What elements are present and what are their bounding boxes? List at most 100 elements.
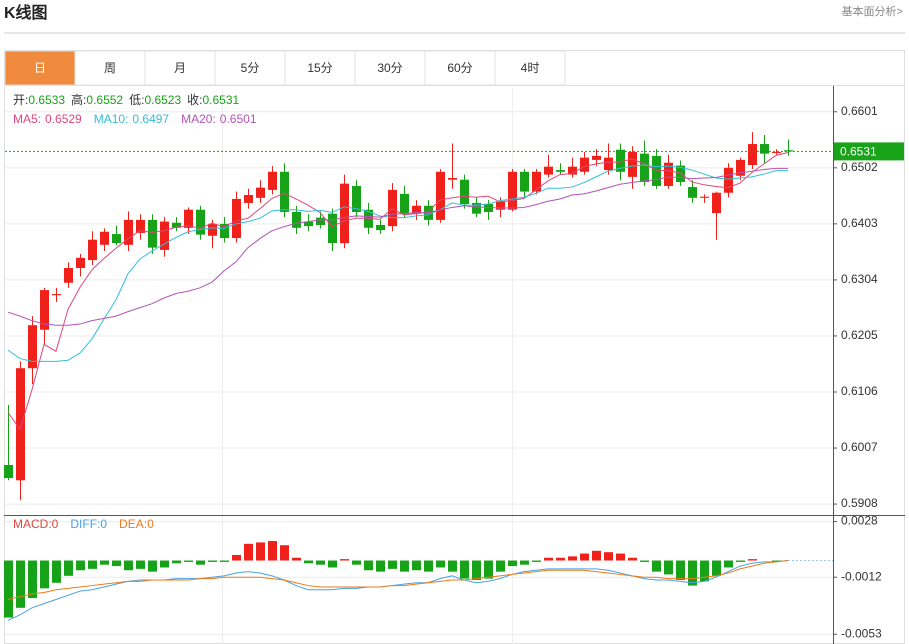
legend-value: 0.6497 (132, 112, 169, 126)
macd-bar (724, 560, 733, 568)
macd-bar (652, 560, 661, 572)
candle-body (484, 204, 493, 212)
tab[interactable] (284, 50, 356, 86)
candle-body (88, 239, 97, 261)
candle-body (328, 213, 337, 244)
candle-body (700, 196, 709, 198)
macd-bar (556, 557, 565, 561)
series-line (7, 560, 789, 621)
macd-bar (208, 560, 217, 562)
macd-bar (4, 560, 13, 618)
candle-body (448, 178, 457, 180)
candle-body (112, 234, 121, 244)
tab[interactable] (4, 50, 76, 86)
candle-body (568, 166, 577, 175)
macd-bar (124, 560, 133, 571)
candle-body (376, 224, 385, 231)
tab[interactable] (354, 50, 426, 86)
macd-bar (664, 560, 673, 575)
tab-label[interactable]: 日 (34, 61, 46, 75)
legend-name: MA20: (181, 112, 216, 126)
macd-bar (532, 560, 541, 562)
macd-bar (568, 556, 577, 561)
candle-body (148, 219, 157, 248)
tab[interactable] (214, 50, 286, 86)
header-link[interactable]: 基本面分析> (842, 4, 903, 18)
legend-value: 0.6501 (220, 112, 257, 126)
candle-body (580, 157, 589, 172)
tab-label[interactable]: 4时 (521, 61, 540, 75)
macd-bar (628, 557, 637, 561)
candle-body (280, 171, 289, 212)
candle-body (664, 162, 673, 186)
candle-body (520, 171, 529, 192)
candle-body (208, 223, 217, 236)
candle-body (160, 221, 169, 250)
candle-body (244, 194, 253, 203)
macd-bar (604, 552, 613, 561)
legend-value: 0 (100, 517, 107, 531)
candle-body (232, 198, 241, 239)
y-tick-label: -0.0012 (841, 569, 882, 583)
tab-label[interactable]: 60分 (447, 61, 472, 75)
candle-body (16, 368, 25, 481)
tab-label[interactable]: 周 (104, 61, 116, 75)
macd-bar (424, 560, 433, 572)
legend-name: MACD: (13, 517, 52, 531)
tab-label[interactable]: 月 (174, 61, 186, 75)
ohlc-info-label: 开: (13, 93, 28, 107)
candle-body (736, 159, 745, 176)
candle-body (64, 268, 73, 283)
candle-body (724, 167, 733, 193)
candle-body (184, 209, 193, 228)
candle-body (748, 144, 757, 165)
candle-body (412, 205, 421, 214)
macd-bar (640, 560, 649, 562)
macd-bar (280, 545, 289, 561)
candle-body (4, 465, 13, 479)
tab-label[interactable]: 30分 (377, 61, 402, 75)
y-tick-label: 0.6403 (841, 216, 878, 230)
macd-bar (712, 560, 721, 576)
legend-name: DEA: (119, 517, 147, 531)
macd-bar (676, 560, 685, 580)
tab[interactable] (424, 50, 496, 86)
macd-bar (400, 560, 409, 572)
tab-label[interactable]: 15分 (307, 61, 332, 75)
macd-bar (196, 560, 205, 565)
last-price-label: 0.6531 (840, 145, 877, 159)
macd-bar (520, 560, 529, 565)
macd-bar (304, 560, 313, 564)
macd-bar (352, 560, 361, 565)
macd-bar (40, 560, 49, 589)
candle-body (472, 202, 481, 214)
legend-name: MA10: (94, 112, 129, 126)
header-title: K线图 (4, 3, 48, 22)
macd-bar (772, 560, 781, 562)
candle-body (616, 149, 625, 172)
macd-bar (364, 560, 373, 571)
macd-bar (388, 560, 397, 569)
macd-bar (76, 560, 85, 571)
macd-bar (448, 560, 457, 572)
tab[interactable] (494, 50, 566, 86)
candle-body (556, 170, 565, 172)
legend-value: 0.6529 (45, 112, 82, 126)
candle-body (652, 155, 661, 186)
ohlc-info-value: 0.6531 (202, 93, 239, 107)
ma-legend: MA5: 0.6529 MA10: 0.6497 MA20: 0.6501 (13, 112, 257, 126)
candle-body (388, 189, 397, 227)
candle-body (784, 150, 793, 152)
candle-body (508, 171, 517, 210)
candle-body (352, 185, 361, 212)
y-tick-label: -0.0053 (841, 626, 882, 640)
candle-body (268, 171, 277, 190)
candle-body (496, 201, 505, 210)
candle-body (640, 153, 649, 182)
candle-body (340, 183, 349, 244)
candle-body (52, 294, 61, 296)
tab-label[interactable]: 5分 (241, 61, 260, 75)
macd-bar (100, 560, 109, 565)
series-line (7, 167, 788, 326)
